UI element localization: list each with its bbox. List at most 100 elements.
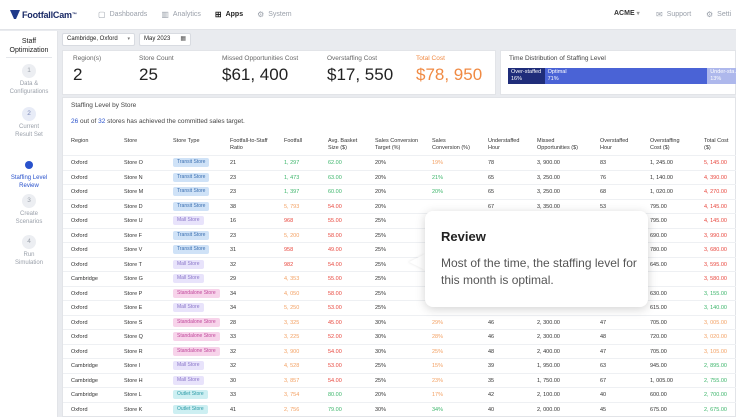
step-staffing-level-review[interactable]: Staffing Level Review — [0, 158, 58, 190]
nav-item-label: Apps — [225, 11, 244, 18]
cell-target: 20% — [375, 392, 387, 398]
cell-overcost: 795.00 — [650, 218, 667, 224]
time-segment-under-sta-[interactable]: Under-sta…13% — [707, 68, 736, 84]
cell-missed: 3, 250.00 — [537, 189, 560, 195]
cell-overcost: 945.00 — [650, 363, 667, 369]
cell-store: Store F — [124, 232, 143, 239]
column-header[interactable]: Sales Conversion Target (%) — [375, 138, 419, 151]
nav-item-system[interactable]: ⚙ System — [257, 10, 292, 19]
table-row[interactable]: Oxford Store O Transit Store 21 1, 297 62.00 2… — [63, 155, 736, 169]
cell-basket: 60.00 — [328, 189, 342, 195]
calendar-icon: ▦ — [180, 36, 186, 42]
step-run-simulation[interactable]: 4 Run Simulation — [0, 235, 58, 267]
nav-item-label: System — [268, 11, 292, 18]
table-row[interactable]: Cambridge Store I Mall Store 32 4, 528 53.00 2… — [63, 358, 736, 372]
cell-missed: 3, 250.00 — [537, 174, 560, 181]
table-row[interactable]: Oxford Store E Mall Store 34 5, 250 53.00 25% 6… — [63, 300, 736, 314]
cell-over: 76 — [600, 174, 607, 181]
column-header[interactable]: Missed Opportunities ($) — [537, 138, 578, 151]
achieved-count[interactable]: 26 — [71, 118, 79, 125]
step-label: Create Scenarios — [15, 211, 43, 225]
cell-overcost: 1, 005.00 — [650, 377, 673, 384]
cell-over: 68 — [600, 189, 607, 195]
segment-label: Optimal — [547, 69, 567, 75]
table-row[interactable]: Oxford Store Q Standalone Store 33 3, 225 52.… — [63, 329, 736, 343]
step-data-configurations[interactable]: 1 Data & Configurations — [0, 64, 58, 96]
tooltip-title: Review — [441, 229, 486, 244]
column-header[interactable]: Understaffed Hour — [488, 138, 520, 151]
cell-store: Store V — [124, 247, 143, 253]
table-row[interactable]: Oxford Store K Outlet Store 41 2, 756 79.00 30… — [63, 401, 736, 416]
table-row[interactable]: Oxford Store P Standalone Store 34 4, 050 58.… — [63, 285, 736, 300]
table-row[interactable]: Oxford Store D Transit Store 38 5, 793 54.00 2… — [63, 198, 736, 213]
support-link[interactable]: ✉ Support — [656, 10, 691, 19]
nav-item-apps[interactable]: ⊞ Apps — [215, 10, 243, 19]
cell-basket: 54.00 — [328, 377, 342, 384]
kpi-label: Overstaffing Cost — [327, 55, 378, 62]
step-create-scenarios[interactable]: 3 Create Scenarios — [0, 194, 58, 226]
nav-item-analytics[interactable]: ▥ Analytics — [161, 10, 201, 19]
settings-link[interactable]: ⚙ Setti — [706, 10, 731, 19]
kpi-value: 2 — [73, 65, 83, 84]
cell-store: Store H — [124, 377, 143, 384]
table-row[interactable]: Oxford Store R Standalone Store 32 3, 900 54.… — [63, 343, 736, 358]
column-header[interactable]: Total Cost ($) — [704, 138, 729, 151]
brand-logo[interactable]: FootfallCam ™ — [10, 10, 84, 20]
table-row[interactable]: Cambridge Store L Outlet Store 33 3, 754 80.0… — [63, 387, 736, 401]
column-header[interactable]: Footfall — [284, 138, 303, 144]
cell-target: 25% — [375, 377, 387, 384]
table-row[interactable]: Oxford Store T Mall Store 32 982 54.00 25% 645.… — [63, 256, 736, 271]
cell-overcost: 705.00 — [650, 319, 667, 326]
segment-percent: 16% — [511, 76, 523, 82]
cell-store: Store K — [124, 406, 143, 413]
table-row[interactable]: Oxford Store S Standalone Store 28 3, 325 45.… — [63, 314, 736, 329]
site-filter-select[interactable]: Cambridge, Oxford ▾ — [62, 33, 135, 46]
cell-footfall: 1, 397 — [284, 189, 300, 195]
cell-missed: 2, 300.00 — [537, 334, 560, 340]
main-nav: ▢ Dashboards ▥ Analytics ⊞ Apps ⚙ System — [98, 10, 306, 19]
cell-region: Oxford — [71, 261, 88, 268]
cell-region: Oxford — [71, 406, 88, 413]
total-count[interactable]: 32 — [98, 118, 106, 125]
cell-target: 20% — [375, 189, 387, 195]
time-segment-optimal[interactable]: Optimal 71% — [544, 68, 708, 84]
brand-trademark: ™ — [71, 11, 77, 18]
column-header[interactable]: Region — [71, 138, 89, 144]
cell-footfall: 4, 353 — [284, 276, 300, 282]
month-picker[interactable]: May 2023 ▦ — [139, 33, 191, 46]
store-type-badge: Transit Store — [173, 158, 210, 167]
cell-under: 78 — [488, 160, 495, 166]
account-selector[interactable]: ACME ▾ — [614, 10, 640, 17]
table-row[interactable]: Cambridge Store H Mall Store 30 3, 857 54.00 2… — [63, 372, 736, 387]
table-row[interactable]: Cambridge Store G Mall Store 29 4, 353 55.00 2… — [63, 271, 736, 285]
table-row[interactable]: Oxford Store N Transit Store 23 1, 473 63.00 2… — [63, 169, 736, 184]
column-header[interactable]: Overstaffing Cost ($) — [650, 138, 680, 151]
cell-store: Store M — [124, 189, 144, 195]
cell-region: Oxford — [71, 319, 88, 326]
cell-region: Cambridge — [71, 363, 98, 369]
table-row[interactable]: Oxford Store U Mall Store 16 968 55.00 25% 795.… — [63, 213, 736, 227]
column-header[interactable]: Sales Conversion (%) — [432, 138, 470, 151]
cell-ratio: 32 — [230, 261, 237, 268]
table-row[interactable]: Oxford Store V Transit Store 31 958 49.00 25% 7… — [63, 242, 736, 256]
cell-ratio: 21 — [230, 160, 237, 166]
time-segment-over-staffed[interactable]: Over-staffed 16% — [508, 68, 545, 84]
cell-store: Store P — [124, 290, 143, 297]
table-row[interactable]: Oxford Store M Transit Store 23 1, 397 60.00 2… — [63, 184, 736, 198]
column-header[interactable]: Overstaffed Hour — [600, 138, 629, 151]
apps-icon: ⊞ — [214, 10, 222, 19]
cell-overcost: 630.00 — [650, 290, 667, 297]
cell-target: 30% — [375, 334, 387, 340]
nav-item-dashboards[interactable]: ▢ Dashboards — [98, 10, 147, 19]
table-row[interactable]: Oxford Store F Transit Store 23 5, 200 58.00 2… — [63, 227, 736, 242]
column-header[interactable]: Store — [124, 138, 138, 144]
kpi-label: Missed Opportunities Cost — [222, 55, 299, 62]
column-header[interactable]: Avg. Basket Size ($) — [328, 138, 358, 151]
step-current-result-set[interactable]: 2 Current Result Set — [0, 107, 58, 139]
column-header[interactable]: Store Type — [173, 138, 200, 144]
column-header[interactable]: Footfall-to-Staff Ratio — [230, 138, 268, 151]
store-type-badge: Mall Store — [173, 259, 204, 269]
kpi-missed-opportunities: Missed Opportunities Cost $61, 400 — [222, 55, 298, 85]
cell-over: 67 — [600, 377, 607, 384]
cell-region: Oxford — [71, 174, 88, 181]
